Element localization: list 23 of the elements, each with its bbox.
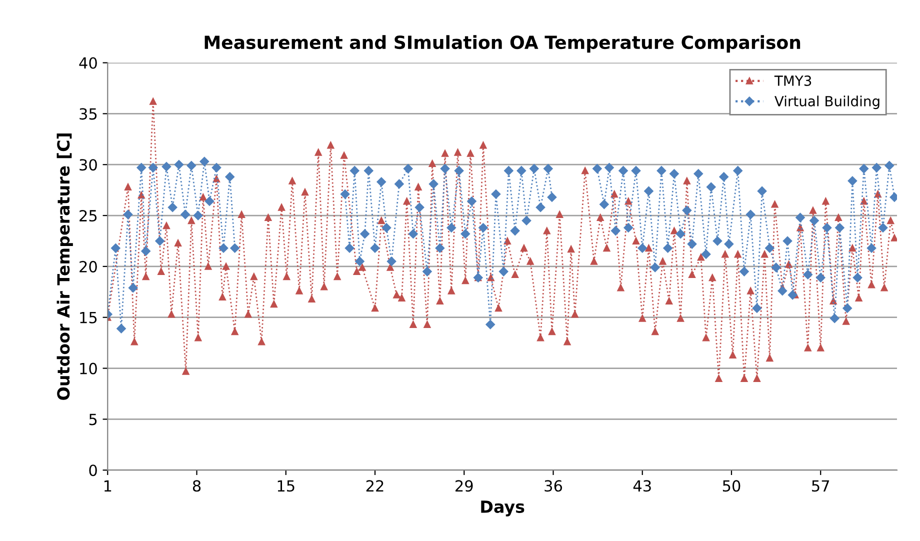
x-tick-label: 1 [104,480,112,492]
y-tick-label: 40 [79,57,97,69]
x-axis-title: Days [481,500,524,516]
legend-label: TMY3 [774,76,812,86]
x-tick-label: 8 [192,480,201,492]
y-tick-label: 0 [89,464,97,476]
y-tick-label: 20 [80,260,97,272]
x-tick-label: 15 [278,480,294,492]
x-tick-label: 50 [722,480,740,492]
x-tick-label: 36 [544,480,562,492]
y-tick-label: 5 [89,414,97,426]
y-tick-label: 30 [80,159,97,171]
chart-title: Measurement and SImulation OA Temperature Comparison [204,35,800,53]
x-tick-label: 57 [812,480,830,492]
y-tick-label: 35 [80,108,97,120]
y-tick-label: 25 [80,210,97,222]
y-tick-label: 10 [80,362,97,374]
x-tick-label: 29 [456,480,473,492]
legend-label: Virtual Building [774,96,880,110]
y-axis-title: Outdoor Air Temperature [C] [56,134,73,400]
x-tick-label: 43 [633,480,651,492]
x-tick-label: 22 [366,480,384,492]
y-tick-label: 15 [80,312,97,324]
